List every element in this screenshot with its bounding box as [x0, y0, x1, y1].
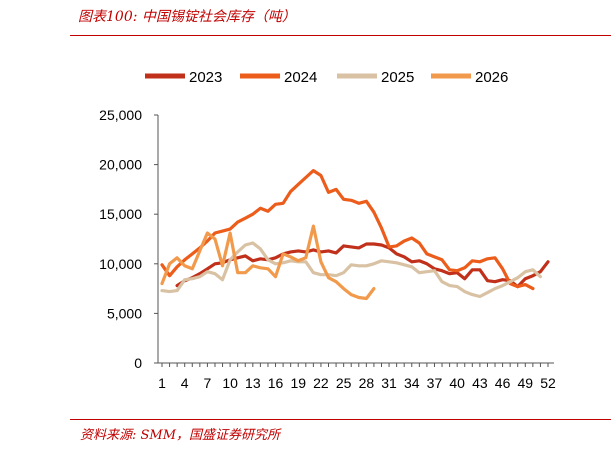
y-tick-label: 20,000 [99, 157, 142, 173]
figure-title: 图表100: 中国锡锭社会库存（吨） [78, 9, 296, 25]
source-rule [70, 419, 611, 420]
x-tick-label: 16 [268, 375, 284, 391]
x-tick-label: 34 [404, 375, 420, 391]
series-line-2023 [175, 242, 550, 289]
x-tick-label: 22 [313, 375, 329, 391]
x-tick-label: 1 [158, 375, 166, 391]
series-line-2025 [160, 241, 542, 299]
series-line-2024 [160, 169, 535, 291]
legend: 2023 2024 2025 2026 [145, 69, 508, 86]
legend-label-2025: 2025 [381, 69, 414, 86]
x-tick-label: 37 [427, 375, 443, 391]
y-tick-label: 0 [134, 355, 142, 371]
x-tick-label: 19 [290, 375, 306, 391]
series-lines [160, 169, 550, 301]
legend-label-2023: 2023 [189, 69, 222, 86]
axes: 0 5,000 10,000 15,000 20,000 25,000 1 4 7 10 13 16 1… [99, 107, 556, 391]
x-tick-label: 13 [245, 375, 261, 391]
y-tick-label: 10,000 [99, 256, 142, 272]
x-tick-label: 25 [336, 375, 352, 391]
legend-label-2024: 2024 [284, 69, 317, 86]
title-rule [70, 35, 611, 36]
series-line-2026 [160, 224, 376, 301]
x-tick-label: 28 [359, 375, 375, 391]
x-tick-label: 10 [222, 375, 238, 391]
x-tick-label: 40 [449, 375, 465, 391]
x-tick-label: 46 [495, 375, 511, 391]
y-tick-label: 25,000 [99, 107, 142, 123]
legend-label-2026: 2026 [475, 69, 508, 86]
x-tick-label: 4 [181, 375, 189, 391]
x-tick-label: 52 [540, 375, 556, 391]
x-tick-label: 43 [472, 375, 488, 391]
y-tick-label: 5,000 [107, 305, 142, 321]
x-tick-label: 49 [518, 375, 534, 391]
x-tick-label: 7 [204, 375, 212, 391]
x-tick-label: 31 [381, 375, 397, 391]
y-tick-label: 15,000 [99, 206, 142, 222]
source-note: 资料来源: SMM，国盛证券研究所 [80, 428, 281, 443]
